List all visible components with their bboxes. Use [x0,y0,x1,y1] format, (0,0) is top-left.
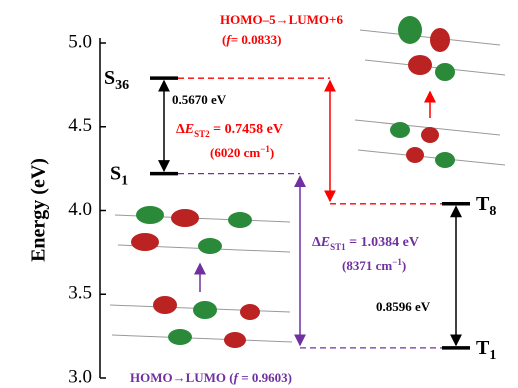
annotation: ΔEST1 = 1.0384 eV [312,235,419,252]
annotation-part: ST1 [330,242,346,252]
annotation-part: −1 [260,144,270,154]
annotation-part: (6020 cm [210,145,260,160]
level-letter: T [476,193,490,215]
annotation-part: E [320,235,330,250]
annotation-part: = 0.7458 eV [210,122,283,137]
annotation-part: 0.5670 eV [172,92,227,107]
annotation: 0.8596 eV [376,299,431,314]
annotation-part: E [184,122,194,137]
level-subscript: 8 [489,204,496,219]
y-tick-label: 5.0 [68,31,92,52]
annotation-part: = 1.0384 eV [346,235,419,250]
level-label: T1 [476,337,496,363]
level-subscript: 1 [489,348,496,363]
level-subscript: 1 [121,174,128,189]
annotation-part: (8371 cm [342,258,392,273]
level-label: T8 [476,193,496,219]
level-letter: S [110,163,121,185]
y-tick-label: 3.0 [68,366,92,387]
level-letter: S [104,67,115,89]
annotation: HOMO–5→LUMO+6 [220,12,343,27]
annotation: (8371 cm−1) [342,257,406,273]
annotation-part: = 0.0833) [231,32,282,47]
annotation-part: HOMO→LUMO ( [130,370,234,385]
level-letter: T [476,337,490,359]
orbital-lower [110,206,292,348]
y-tick-label: 4.5 [68,115,92,136]
annotation-part: ) [402,258,406,273]
annotation: (6020 cm−1) [210,144,274,160]
annotation-part: ) [270,145,274,160]
annotation: (f= 0.0833) [222,32,281,47]
annotation-part: = 0.9603) [238,370,292,385]
y-axis-label: Energy (eV) [28,158,50,262]
annotation-part: HOMO–5→LUMO+6 [220,12,343,27]
chart: Energy (eV) 3.03.54.04.55.0S36S1T8T1HOMO… [0,0,518,388]
y-tick-label: 4.0 [68,199,92,220]
annotation-part: Δ [312,235,321,250]
annotation: 0.5670 eV [172,92,227,107]
annotation-part: Δ [176,122,185,137]
annotation: ΔEST2 = 0.7458 eV [176,122,283,139]
y-tick-label: 3.5 [68,283,92,304]
level-label: S1 [110,163,128,189]
level-subscript: 36 [115,78,129,93]
annotation-part: 0.8596 eV [376,299,431,314]
annotation-part: ST2 [194,129,210,139]
annotation: HOMO→LUMO (f = 0.9603) [130,370,292,385]
level-label: S36 [104,67,129,93]
annotation-part: −1 [392,257,402,267]
